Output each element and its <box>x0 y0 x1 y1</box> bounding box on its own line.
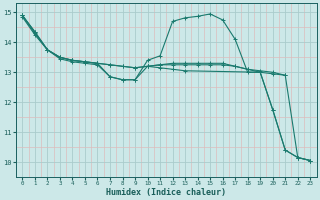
X-axis label: Humidex (Indice chaleur): Humidex (Indice chaleur) <box>106 188 226 197</box>
